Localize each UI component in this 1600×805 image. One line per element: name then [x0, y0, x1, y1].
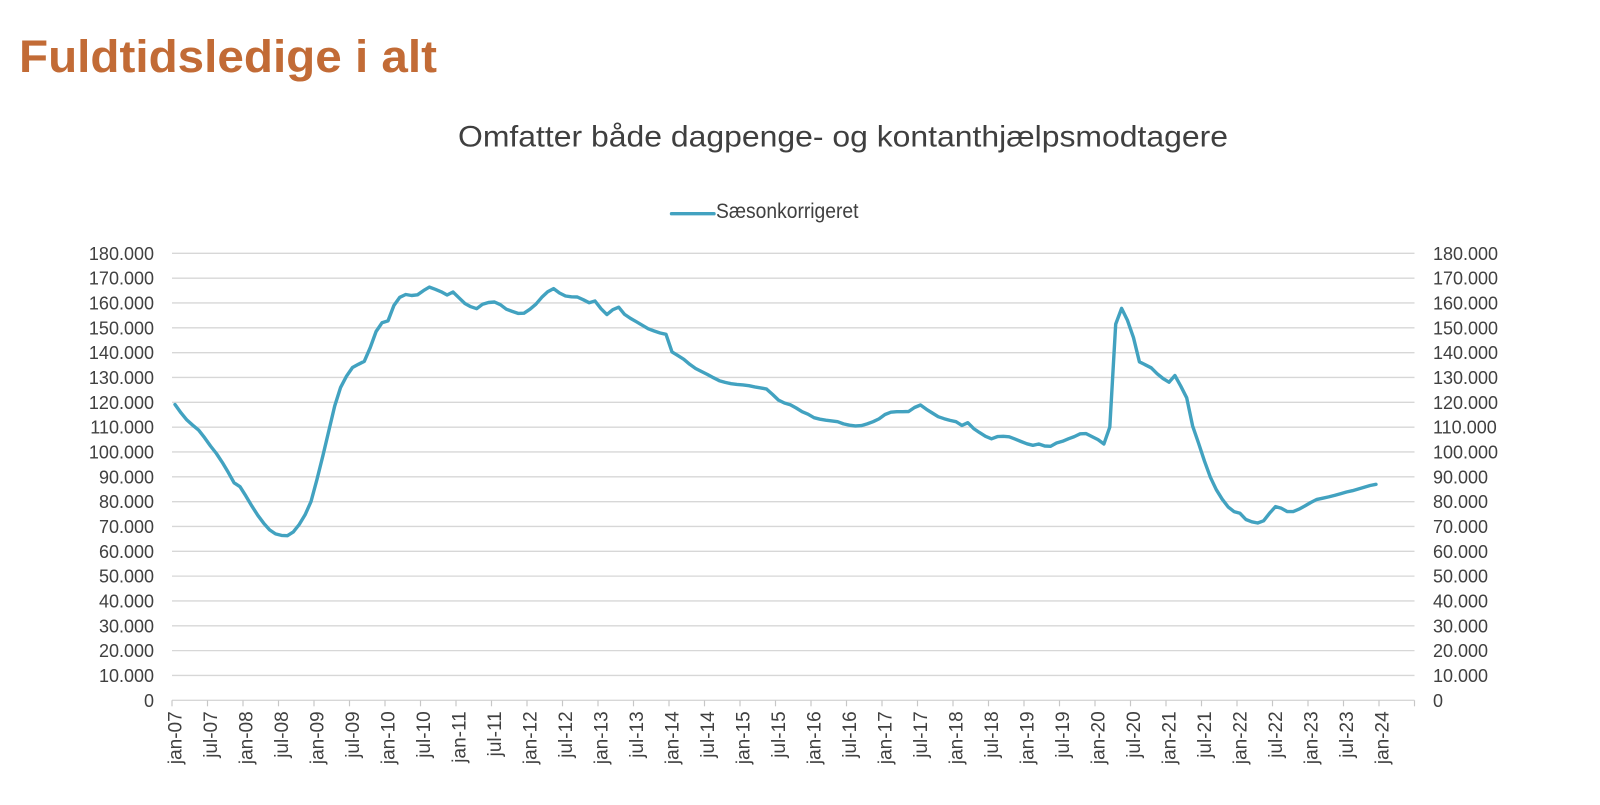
- svg-text:jul-08: jul-08: [272, 711, 293, 758]
- svg-text:60.000: 60.000: [99, 542, 154, 562]
- svg-text:100.000: 100.000: [1433, 442, 1498, 462]
- svg-text:90.000: 90.000: [1433, 467, 1488, 487]
- svg-text:Sæsonkorrigeret: Sæsonkorrigeret: [716, 200, 859, 223]
- svg-text:jan-08: jan-08: [237, 711, 258, 765]
- svg-text:jul-09: jul-09: [343, 711, 364, 758]
- svg-text:jul-17: jul-17: [911, 711, 932, 758]
- svg-text:jan-19: jan-19: [1018, 711, 1039, 765]
- svg-text:110.000: 110.000: [1433, 418, 1497, 438]
- svg-text:jul-11: jul-11: [485, 711, 506, 757]
- svg-text:jan-12: jan-12: [521, 711, 542, 765]
- svg-text:170.000: 170.000: [89, 269, 154, 289]
- svg-text:jul-20: jul-20: [1124, 711, 1145, 758]
- svg-text:30.000: 30.000: [99, 616, 154, 636]
- svg-text:jul-15: jul-15: [769, 711, 790, 758]
- svg-text:90.000: 90.000: [99, 467, 154, 487]
- svg-text:160.000: 160.000: [89, 293, 154, 313]
- svg-text:80.000: 80.000: [99, 492, 154, 512]
- svg-text:120.000: 120.000: [89, 393, 154, 413]
- svg-text:120.000: 120.000: [1433, 393, 1498, 413]
- svg-text:jan-13: jan-13: [592, 711, 613, 765]
- svg-text:jan-22: jan-22: [1231, 711, 1252, 765]
- svg-text:50.000: 50.000: [1433, 567, 1488, 587]
- svg-text:jan-14: jan-14: [663, 711, 684, 765]
- svg-text:110.000: 110.000: [90, 418, 154, 438]
- svg-text:40.000: 40.000: [1433, 591, 1488, 611]
- svg-text:40.000: 40.000: [99, 591, 154, 611]
- svg-text:100.000: 100.000: [89, 442, 154, 462]
- svg-text:jan-16: jan-16: [805, 711, 826, 765]
- svg-text:jul-18: jul-18: [982, 711, 1003, 758]
- svg-text:130.000: 130.000: [89, 368, 154, 388]
- svg-text:180.000: 180.000: [1433, 244, 1498, 264]
- svg-text:jan-21: jan-21: [1160, 711, 1181, 765]
- svg-text:jul-13: jul-13: [627, 711, 648, 758]
- svg-text:170.000: 170.000: [1433, 269, 1498, 289]
- svg-text:0: 0: [1433, 691, 1443, 711]
- svg-text:jul-07: jul-07: [201, 711, 222, 758]
- svg-text:0: 0: [144, 691, 154, 711]
- svg-text:140.000: 140.000: [1433, 343, 1498, 363]
- svg-text:jan-17: jan-17: [876, 711, 897, 765]
- svg-text:jul-19: jul-19: [1053, 711, 1074, 758]
- svg-text:Fuldtidsledige i alt: Fuldtidsledige i alt: [19, 31, 437, 82]
- svg-text:jan-07: jan-07: [166, 711, 187, 765]
- svg-text:180.000: 180.000: [89, 244, 154, 264]
- svg-text:jan-18: jan-18: [947, 711, 968, 765]
- svg-text:60.000: 60.000: [1433, 542, 1488, 562]
- svg-text:jul-10: jul-10: [414, 711, 435, 758]
- svg-text:150.000: 150.000: [89, 318, 154, 338]
- svg-text:30.000: 30.000: [1433, 616, 1488, 636]
- svg-text:80.000: 80.000: [1433, 492, 1488, 512]
- svg-text:jul-16: jul-16: [840, 711, 861, 758]
- svg-text:jul-22: jul-22: [1266, 711, 1287, 758]
- svg-text:jan-10: jan-10: [379, 711, 400, 765]
- svg-text:160.000: 160.000: [1433, 293, 1498, 313]
- svg-text:10.000: 10.000: [99, 666, 154, 686]
- svg-text:130.000: 130.000: [1433, 368, 1498, 388]
- svg-text:jan-11: jan-11: [450, 711, 471, 763]
- svg-text:jan-15: jan-15: [734, 711, 755, 765]
- svg-text:jan-20: jan-20: [1089, 711, 1110, 765]
- svg-text:70.000: 70.000: [99, 517, 154, 537]
- svg-text:Omfatter både dagpenge- og kon: Omfatter både dagpenge- og kontanthjælps…: [458, 120, 1228, 153]
- svg-text:20.000: 20.000: [99, 641, 154, 661]
- svg-text:jul-14: jul-14: [698, 711, 719, 759]
- svg-text:10.000: 10.000: [1433, 666, 1488, 686]
- svg-text:70.000: 70.000: [1433, 517, 1488, 537]
- svg-text:jan-24: jan-24: [1373, 711, 1394, 765]
- svg-text:jan-09: jan-09: [308, 711, 329, 765]
- svg-text:140.000: 140.000: [89, 343, 154, 363]
- svg-text:jul-23: jul-23: [1337, 711, 1358, 758]
- svg-text:50.000: 50.000: [99, 567, 154, 587]
- svg-text:jul-21: jul-21: [1195, 711, 1216, 758]
- svg-text:jan-23: jan-23: [1302, 711, 1323, 765]
- svg-text:jul-12: jul-12: [556, 711, 577, 758]
- svg-text:150.000: 150.000: [1433, 318, 1498, 338]
- svg-text:20.000: 20.000: [1433, 641, 1488, 661]
